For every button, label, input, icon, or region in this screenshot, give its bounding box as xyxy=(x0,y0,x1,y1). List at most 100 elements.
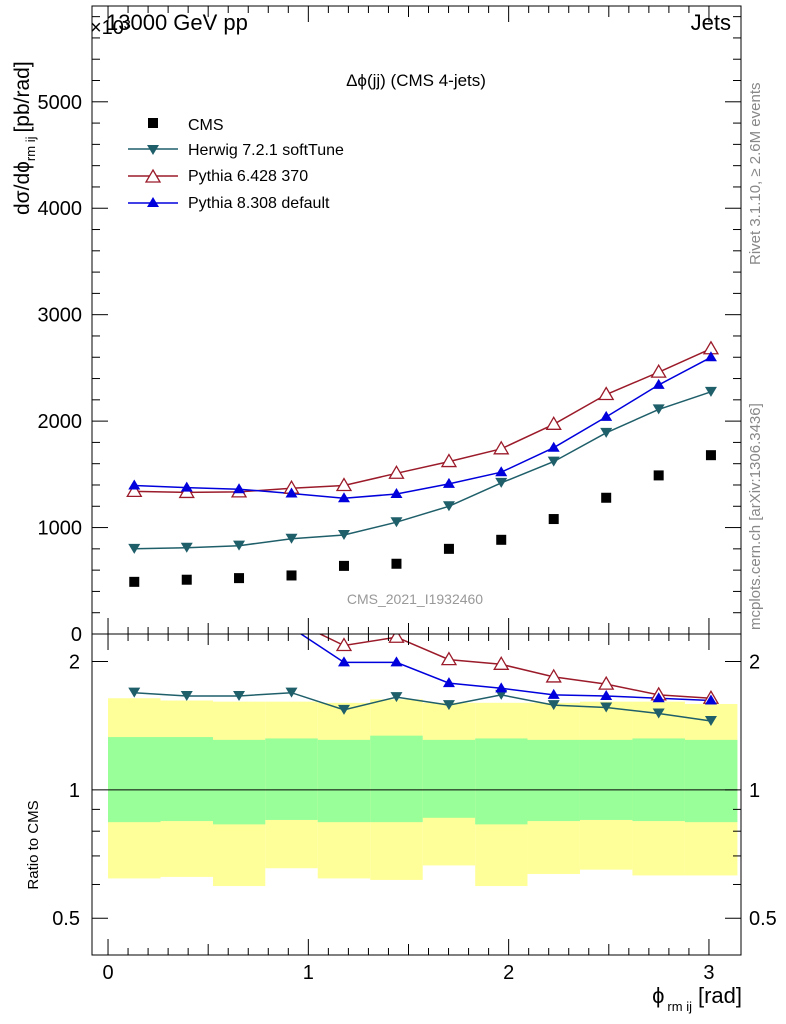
uncertainty-band-inner xyxy=(370,735,423,823)
ratio-point-pythia6 xyxy=(232,609,246,621)
data-point-herwig xyxy=(128,543,141,554)
ratio-y-tick-label-right: 0.5 xyxy=(749,908,777,930)
series-line-herwig xyxy=(134,391,712,550)
data-point-cms xyxy=(181,574,192,585)
data-point-cms xyxy=(443,543,454,554)
ratio-point-pythia6 xyxy=(180,604,194,616)
data-point-pythia8 xyxy=(285,487,298,498)
uncertainty-band-inner xyxy=(632,738,685,822)
ratio-y-tick-label-left: 0.5 xyxy=(52,908,80,930)
x-tick-label: 3 xyxy=(703,962,714,984)
legend-entry-pythia8: Pythia 8.308 default xyxy=(128,195,330,212)
ratio-point-pythia6 xyxy=(440,651,458,666)
x-tick-label: 1 xyxy=(303,962,314,984)
main-y-axis-label-main: dσ/dϕ xyxy=(11,161,34,215)
x-tick-label: 0 xyxy=(102,962,113,984)
data-point-pythia8 xyxy=(180,481,193,492)
ratio-data-area xyxy=(108,600,738,887)
data-point-pythia6 xyxy=(493,440,510,455)
data-point-cms xyxy=(496,534,507,545)
data-point-cms xyxy=(234,573,245,584)
ratio-point-pythia8 xyxy=(704,694,717,705)
legend-marker-cms xyxy=(148,118,158,128)
x-axis-label-unit: [rad] xyxy=(698,983,742,1008)
ratio-point-pythia6 xyxy=(598,675,615,690)
ratio-point-pythia8 xyxy=(286,622,298,632)
data-point-cms xyxy=(653,470,664,481)
data-point-cms xyxy=(548,514,559,525)
ratio-line-herwig xyxy=(134,691,712,722)
ratio-y-tick-label-left: 1 xyxy=(69,780,80,802)
legend-entry-pythia6: Pythia 6.428 370 xyxy=(128,168,308,185)
ratio-plot-layer: 0.5 0.5 1 1 2 2 0 1 2 3 xyxy=(52,600,777,984)
uncertainty-band-inner xyxy=(475,738,528,825)
data-point-pythia6 xyxy=(388,464,405,479)
main-plot-frame xyxy=(91,5,742,635)
ratio-point-herwig xyxy=(495,689,508,700)
ratio-line-pythia8 xyxy=(299,634,712,702)
ratio-point-herwig xyxy=(652,708,665,719)
ratio-point-herwig xyxy=(390,692,403,703)
data-point-herwig xyxy=(704,386,717,397)
ratio-point-herwig xyxy=(128,687,141,698)
chart-title: Δϕ(jj) (CMS 4-jets) xyxy=(346,71,486,90)
ratio-y-tick-label-left: 2 xyxy=(69,651,80,673)
data-point-cms xyxy=(286,570,297,581)
data-point-pythia8 xyxy=(652,378,665,389)
data-point-pythia8 xyxy=(390,488,403,499)
y-exponent-label: ×10³ xyxy=(90,17,131,39)
data-point-pythia8 xyxy=(547,441,560,452)
data-point-cms xyxy=(338,560,349,571)
data-point-cms xyxy=(601,492,612,503)
ratio-point-pythia8 xyxy=(337,656,350,667)
ratio-point-herwig xyxy=(233,690,246,701)
uncertainty-band-inner xyxy=(527,739,580,822)
legend: CMS Herwig 7.2.1 softTune Pythia 6.428 3… xyxy=(128,117,344,212)
data-point-cms xyxy=(129,576,140,587)
data-point-pythia8 xyxy=(128,479,141,490)
main-data-area xyxy=(126,340,720,587)
data-point-herwig xyxy=(495,477,508,488)
legend-label-herwig: Herwig 7.2.1 softTune xyxy=(188,142,344,159)
data-point-herwig xyxy=(652,404,665,415)
x-axis-label-main: ϕ xyxy=(652,983,664,1008)
ratio-y-axis-label: Ratio to CMS xyxy=(25,800,42,889)
ratio-line-pythia6 xyxy=(318,634,712,699)
ratio-y-tick-label-right: 1 xyxy=(749,780,760,802)
uncertainty-band-inner xyxy=(579,739,633,820)
uncertainty-band-inner xyxy=(212,739,266,825)
ratio-point-pythia8 xyxy=(181,600,193,610)
main-y-axis-label-unit: [pb/rad] xyxy=(11,61,34,132)
data-point-cms xyxy=(705,450,716,461)
ratio-point-herwig xyxy=(337,704,350,715)
data-point-pythia8 xyxy=(704,351,717,362)
x-axis-label: ϕ rm ij [rad] xyxy=(652,983,742,1014)
data-point-cms xyxy=(391,558,402,569)
main-plot-layer: 0 1000 2000 3000 4000 5000 xyxy=(38,5,742,646)
data-point-herwig xyxy=(233,540,246,551)
main-y-axis-label: dσ/dϕrm ij [pb/rad] xyxy=(11,61,38,215)
ratio-point-pythia8 xyxy=(442,677,455,688)
main-y-axis-label-sub: rm ij xyxy=(23,136,38,161)
main-y-tick-label: 1000 xyxy=(38,518,83,540)
legend-entry-herwig: Herwig 7.2.1 softTune xyxy=(128,142,344,159)
legend-marker-pythia8 xyxy=(147,197,159,207)
legend-marker-pythia6 xyxy=(144,168,162,183)
main-y-tick-label: 5000 xyxy=(38,92,83,114)
energy-label: 13000 GeV pp xyxy=(106,10,248,35)
ratio-point-pythia6 xyxy=(388,634,405,643)
data-point-herwig xyxy=(180,542,193,553)
mcplots-source-label: mcplots.cern.ch [arXiv:1306.3436] xyxy=(747,403,764,630)
data-point-pythia8 xyxy=(495,466,508,477)
ratio-point-pythia6 xyxy=(493,655,510,670)
ratio-point-pythia8 xyxy=(600,689,613,700)
ratio-point-pythia8 xyxy=(652,692,665,703)
x-axis-label-sub: rm ij xyxy=(667,999,692,1014)
legend-label-pythia8: Pythia 8.308 default xyxy=(188,195,330,212)
svg-text:dσ/dϕrm ij[pb/rad]: dσ/dϕrm ij [pb/rad] xyxy=(11,61,38,215)
data-point-pythia8 xyxy=(233,483,246,494)
uncertainty-band-inner xyxy=(160,737,213,822)
data-point-pythia6 xyxy=(598,386,615,401)
ratio-point-herwig xyxy=(442,700,455,711)
